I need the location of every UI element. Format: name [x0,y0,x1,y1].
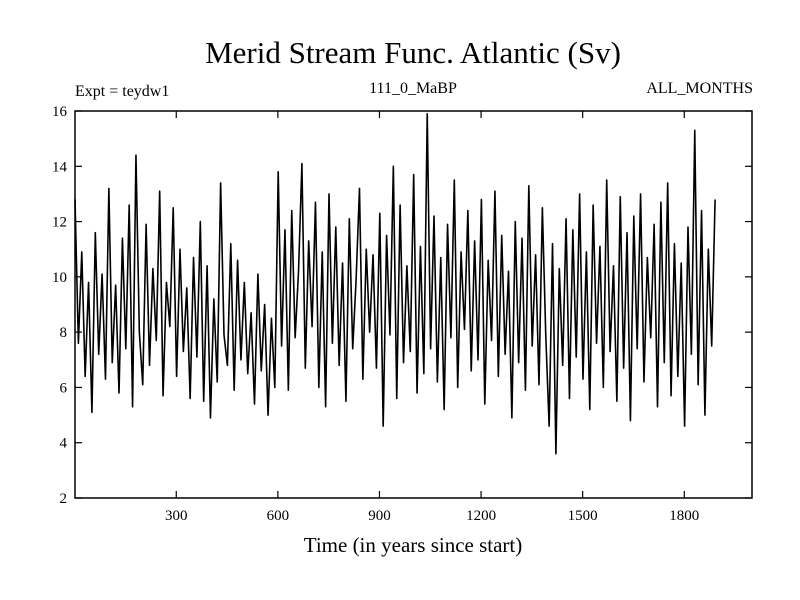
months-label: ALL_MONTHS [646,80,753,97]
y-tick-label: 6 [60,380,68,396]
period-label: 111_0_MaBP [369,80,457,97]
series-group [74,112,716,455]
x-axis-label: Time (in years since start) [304,533,523,557]
x-tick-label: 900 [368,508,391,524]
y-tick-label: 4 [60,436,68,452]
x-tick-label: 300 [165,508,188,524]
y-tick-label: 10 [52,270,67,286]
y-tick-label: 16 [52,104,68,120]
x-tick-label: 1800 [669,508,699,524]
y-tick-label: 2 [60,491,68,507]
y-tick-label: 12 [52,215,67,231]
y-axis: 2 4 6 8 10 12 14 16 [52,104,752,507]
chart-title: Merid Stream Func. Atlantic (Sv) [205,35,621,70]
experiment-label: Expt = teydw1 [75,83,169,100]
series-line [74,112,716,455]
x-tick-label: 600 [267,508,290,524]
x-tick-label: 1500 [568,508,598,524]
y-tick-label: 8 [60,325,68,341]
x-axis: 300 600 900 1200 1500 1800 [165,111,699,524]
x-tick-label: 1200 [466,508,496,524]
y-tick-label: 14 [52,159,68,175]
plot-area-frame [74,110,753,499]
